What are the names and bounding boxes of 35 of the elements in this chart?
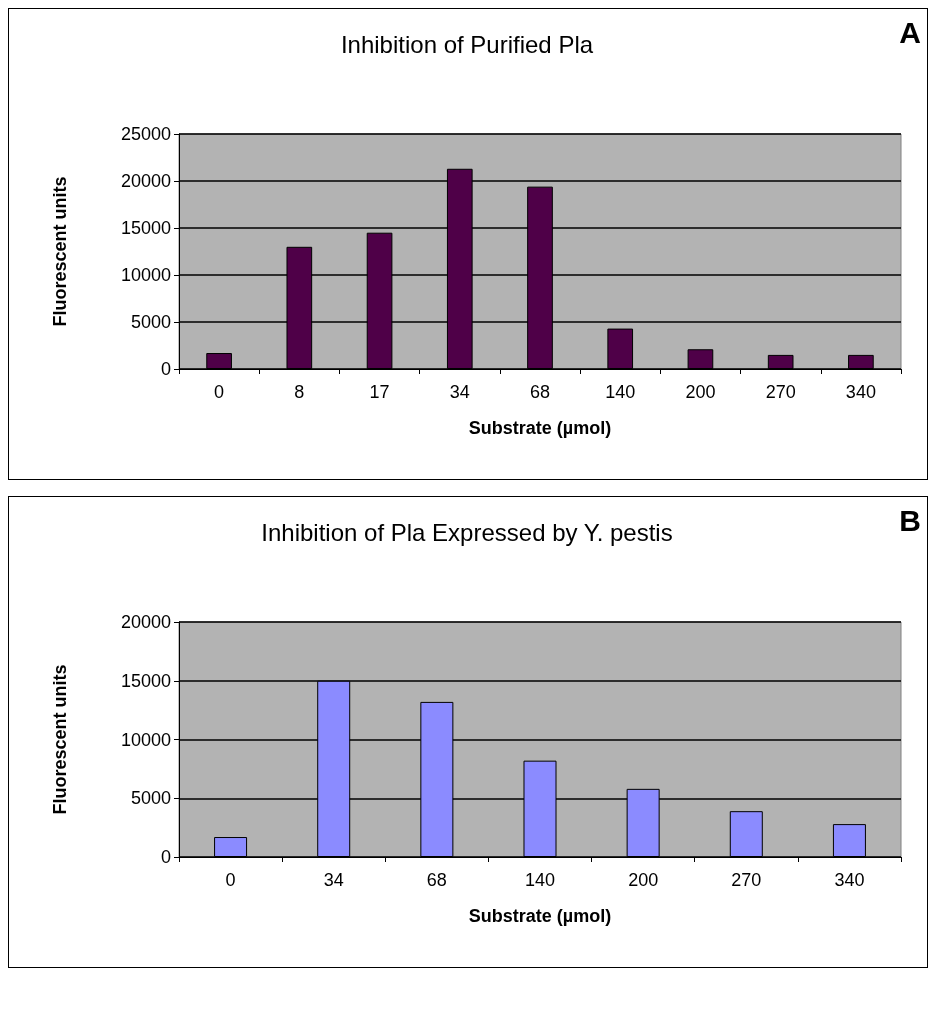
y-tick-label: 5000 xyxy=(130,312,171,332)
x-tick-label: 200 xyxy=(685,382,716,402)
y-tick-label: 25000 xyxy=(120,124,171,144)
x-tick-label: 34 xyxy=(323,870,344,890)
y-tick-label: 20000 xyxy=(120,171,171,191)
y-axis-title: Fluorescent units xyxy=(50,176,70,327)
y-tick-label: 15000 xyxy=(120,218,171,238)
x-tick-label: 0 xyxy=(214,382,225,402)
y-tick-label: 20000 xyxy=(120,612,171,632)
y-axis-title: Fluorescent units xyxy=(50,664,70,815)
x-tick-label: 340 xyxy=(845,382,876,402)
x-tick-label: 340 xyxy=(834,870,865,890)
y-tick-label: 10000 xyxy=(120,265,171,285)
text: B xyxy=(899,503,922,537)
x-tick-label: 17 xyxy=(369,382,390,402)
x-tick-label: 34 xyxy=(449,382,470,402)
x-tick-label: 200 xyxy=(628,870,659,890)
y-tick-label: 10000 xyxy=(120,729,171,750)
x-axis-title: Substrate (µmol) xyxy=(468,906,612,926)
text: A xyxy=(899,15,922,49)
x-tick-label: 270 xyxy=(765,382,796,402)
x-tick-label: 0 xyxy=(225,870,236,890)
y-tick-label: 0 xyxy=(160,359,171,379)
x-axis-title: Substrate (µmol) xyxy=(468,418,612,438)
y-tick-label: 5000 xyxy=(130,788,171,809)
chart-title: Inhibition of Pla Expressed by Y. pestis xyxy=(261,518,673,546)
x-tick-label: 8 xyxy=(294,382,305,402)
x-tick-label: 68 xyxy=(426,870,447,890)
y-tick-label: 15000 xyxy=(120,670,171,691)
x-tick-label: 68 xyxy=(529,382,551,402)
x-tick-label: 140 xyxy=(605,382,636,402)
chart-title: Inhibition of Purified Pla xyxy=(340,30,594,58)
x-tick-label: 140 xyxy=(524,870,556,890)
x-tick-label: 270 xyxy=(731,870,762,890)
y-tick-label: 0 xyxy=(160,847,171,867)
